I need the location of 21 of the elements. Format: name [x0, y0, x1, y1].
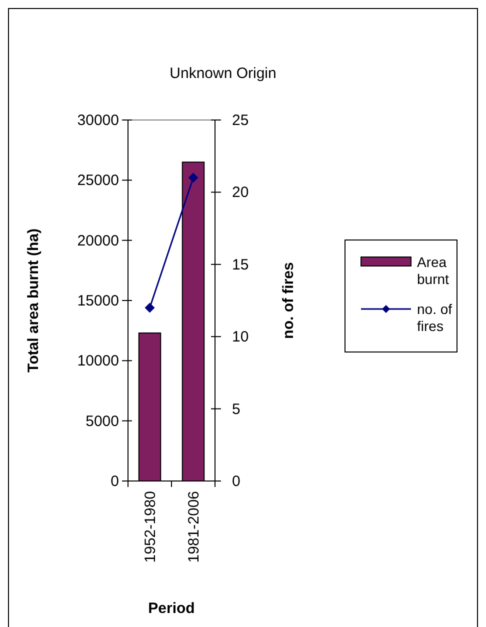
y-tick-label: 20000 [77, 232, 119, 250]
y-axis-title: Total area burnt (ha) [25, 228, 42, 372]
y-tick-label: 25000 [77, 172, 119, 190]
x-tick-label: 1952-1980 [142, 491, 159, 563]
y-tick-label: 30000 [77, 112, 119, 129]
y2-tick-label: 5 [232, 400, 240, 418]
y2-tick-label: 20 [232, 184, 249, 202]
y2-tick-label: 0 [232, 473, 240, 490]
y-tick-label: 15000 [77, 292, 119, 310]
x-axis-title: Period [148, 600, 195, 617]
legend-label: no. of fires [417, 301, 452, 334]
y2-tick-label: 10 [232, 328, 249, 346]
y2-tick-label: 25 [232, 112, 249, 129]
y2-tick-label: 15 [232, 256, 249, 274]
chart-title: Unknown Origin [170, 65, 276, 82]
y-tick-label: 5000 [86, 412, 119, 430]
y-tick-label: 0 [110, 473, 119, 490]
legend-label: Area burnt [417, 254, 450, 287]
y2-axis-title: no. of fires [280, 262, 297, 339]
x-tick-label: 1981-2006 [185, 491, 202, 563]
y-tick-label: 10000 [77, 352, 119, 370]
